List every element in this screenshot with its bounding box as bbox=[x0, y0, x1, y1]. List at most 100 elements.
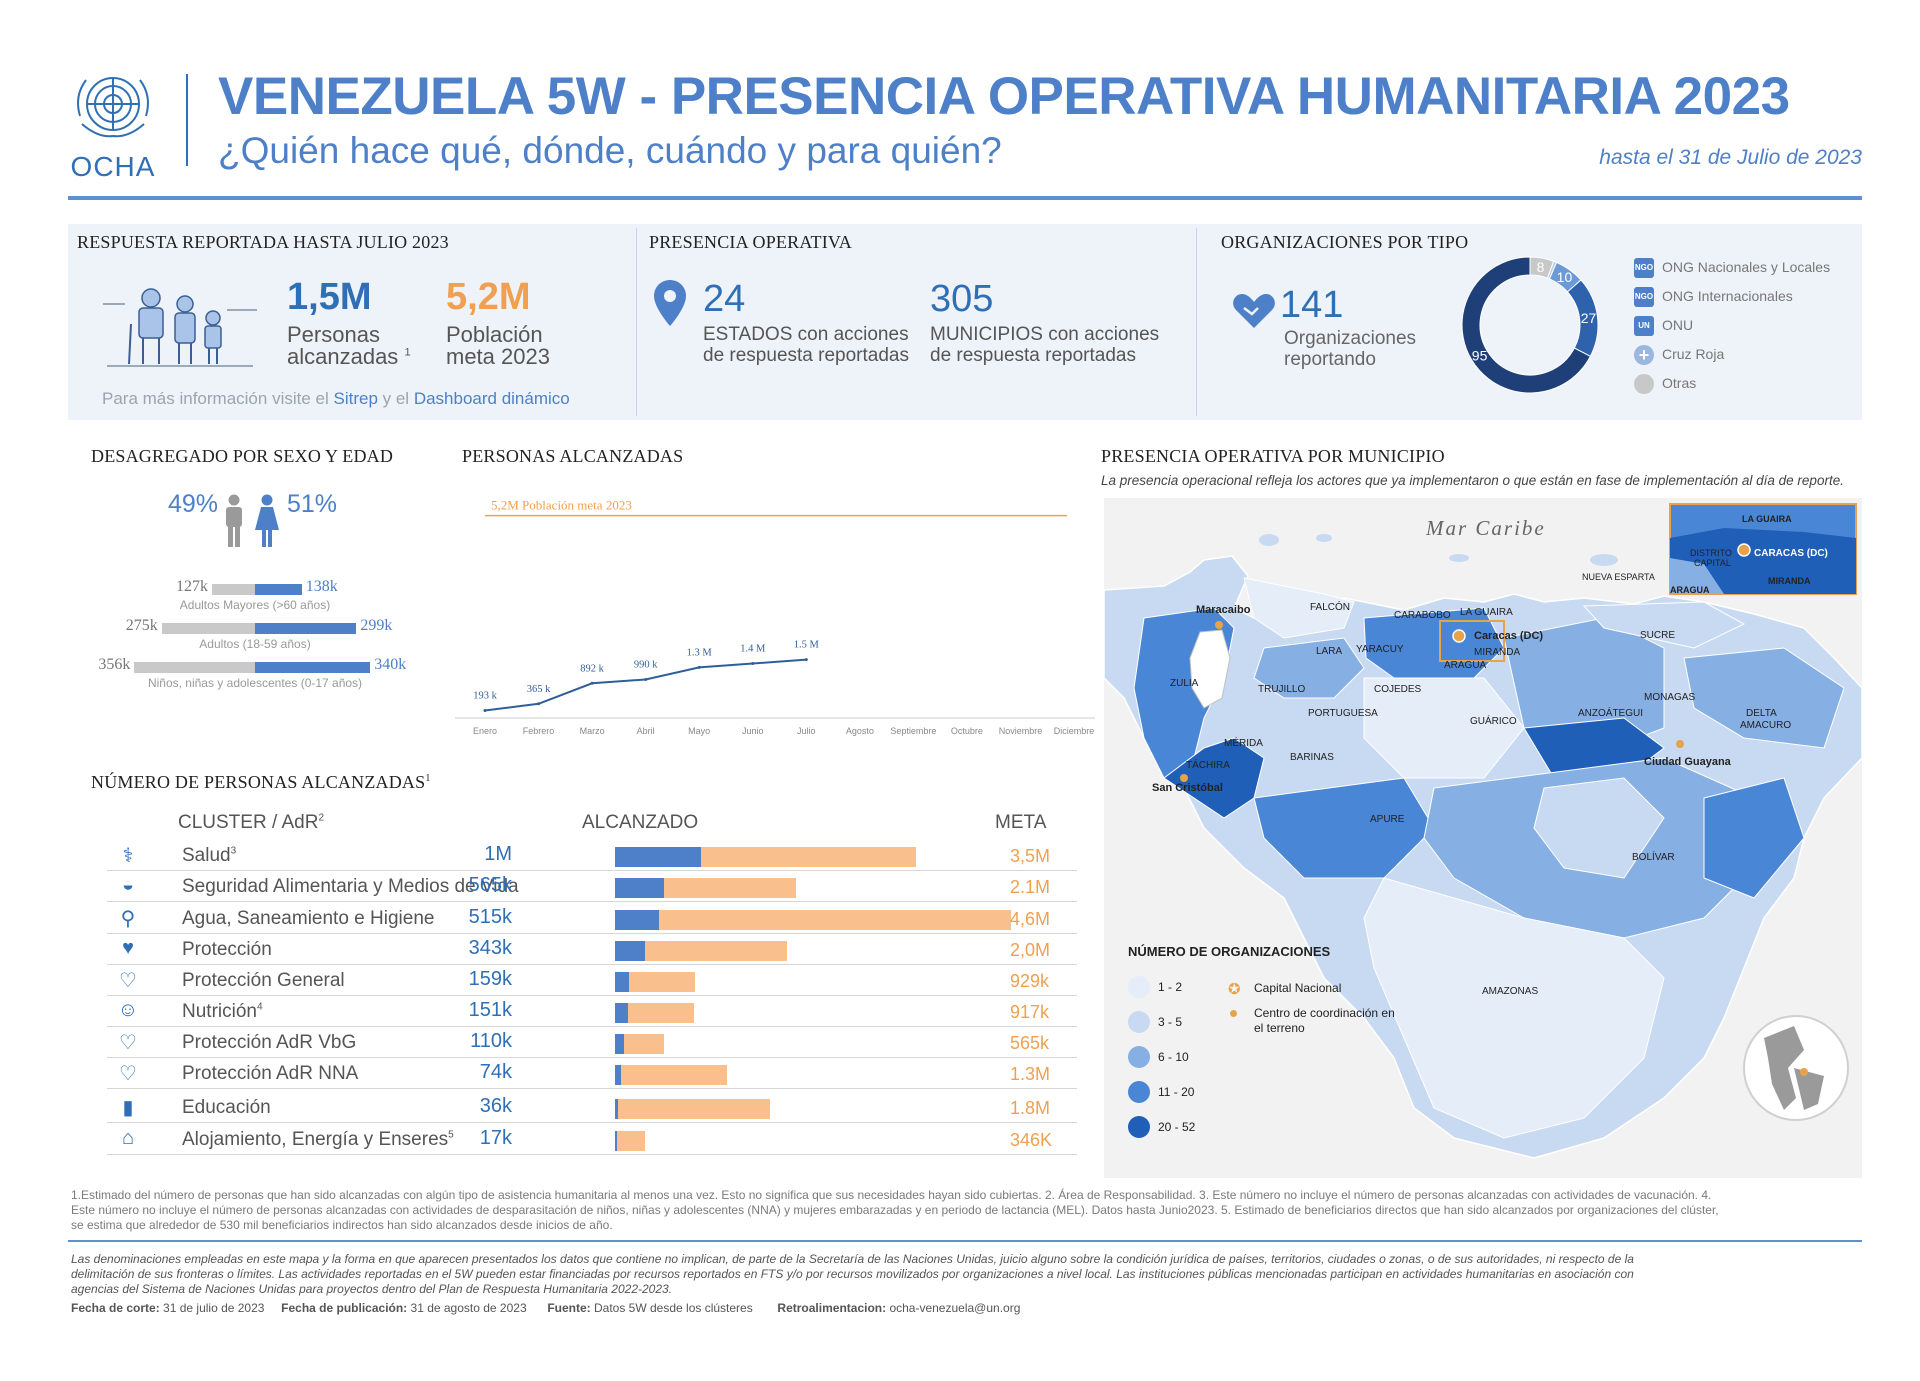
reached-bar bbox=[615, 941, 645, 961]
org-total-label-1: Organizaciones bbox=[1284, 328, 1417, 349]
map-subtitle: La presencia operacional refleja los act… bbox=[1101, 473, 1844, 488]
map-label-anzoategui: ANZOÁTEGUI bbox=[1578, 708, 1644, 719]
reached-value: 1,5M bbox=[287, 276, 372, 318]
reached-bar bbox=[615, 1034, 625, 1054]
clusters-title: NÚMERO DE PERSONAS ALCANZADAS1 bbox=[91, 772, 431, 792]
legend-center-label-2: el terreno bbox=[1254, 1021, 1305, 1035]
remaining-bar bbox=[628, 972, 695, 992]
cluster-name: Alojamiento, Energía y Enseres5 bbox=[182, 1129, 454, 1150]
map-label-maracaibo: Maracaibo bbox=[1196, 604, 1251, 616]
health-icon: ⚕ bbox=[122, 845, 134, 867]
org-total-label-2: reportando bbox=[1284, 349, 1376, 370]
ngo-icon: NGO bbox=[1634, 258, 1654, 278]
data-label: 1.5 M bbox=[794, 640, 820, 651]
data-label: 990 k bbox=[634, 659, 658, 670]
cluster-meta: 346K bbox=[1010, 1130, 1053, 1150]
footnote-line-3: se estima que alrededor de 530 mil benef… bbox=[71, 1218, 613, 1232]
cluster-meta: 4,6M bbox=[1010, 909, 1051, 929]
map-pin-icon bbox=[654, 280, 686, 326]
remaining-bar bbox=[644, 941, 788, 961]
sexo-edad-title: DESAGREGADO POR SEXO Y EDAD bbox=[91, 446, 394, 466]
header-divider bbox=[186, 74, 188, 166]
sea-label: Mar Caribe bbox=[1426, 516, 1546, 540]
map-label-san-cristobal: San Cristóbal bbox=[1152, 782, 1223, 794]
data-point bbox=[537, 702, 541, 706]
protection-general-icon: ♡ bbox=[119, 970, 137, 992]
map-legend-label: 11 - 20 bbox=[1158, 1085, 1195, 1099]
cluster-reached: 343k bbox=[468, 937, 512, 959]
male-pct: 49% bbox=[168, 490, 219, 518]
ngo-icon: NGO bbox=[1634, 287, 1654, 307]
un-emblem-icon bbox=[77, 77, 149, 138]
map-label-trujillo: TRUJILLO bbox=[1258, 684, 1306, 695]
cluster-row: ⌂ Alojamiento, Energía y Enseres5 17k 346K bbox=[107, 1124, 1077, 1155]
map-label-sucre: SUCRE bbox=[1640, 630, 1676, 641]
cluster-reached: 74k bbox=[479, 1061, 512, 1083]
dashboard-link[interactable]: Dashboard dinámico bbox=[413, 389, 570, 408]
handshake-icon bbox=[1232, 290, 1276, 330]
map-label-caracas-inset: CARACAS (DC) bbox=[1754, 548, 1828, 559]
map-label-barinas: BARINAS bbox=[1290, 752, 1334, 763]
presencia-title: PRESENCIA OPERATIVA bbox=[649, 232, 853, 252]
cluster-reached: 17k bbox=[479, 1127, 512, 1149]
cluster-reached: 110k bbox=[470, 1030, 512, 1052]
target-label-2: meta 2023 bbox=[446, 344, 550, 369]
feedback-email[interactable]: ocha-venezuela@un.org bbox=[886, 1301, 1021, 1315]
x-tick-label: Enero bbox=[473, 726, 497, 736]
cluster-name: Protección General bbox=[182, 970, 345, 991]
map-label-ciudad-guayana: Ciudad Guayana bbox=[1644, 756, 1731, 768]
male-value: 127k bbox=[175, 578, 208, 595]
water-tap-icon: ⚲ bbox=[120, 908, 136, 930]
remaining-bar bbox=[621, 1065, 727, 1085]
cluster-note: 5 bbox=[448, 1129, 454, 1141]
map-label-delta: DELTA bbox=[1746, 708, 1777, 719]
panel-divider-1 bbox=[636, 228, 637, 416]
map-label-miranda-inset: MIRANDA bbox=[1768, 576, 1811, 586]
data-label: 193 k bbox=[473, 690, 497, 701]
map-label-aragua-inset: ARAGUA bbox=[1670, 585, 1710, 595]
female-bar bbox=[255, 584, 302, 595]
respuesta-title: RESPUESTA REPORTADA HASTA JULIO 2023 bbox=[77, 232, 449, 252]
sitrep-link[interactable]: Sitrep bbox=[333, 389, 378, 408]
cluster-name: Educación bbox=[182, 1097, 271, 1118]
donut-slice bbox=[1461, 256, 1592, 394]
red-cross-icon: + bbox=[1634, 345, 1654, 365]
donut-slice-label: 8 bbox=[1537, 259, 1545, 275]
map-label-tachira: TÁCHIRA bbox=[1186, 760, 1230, 771]
header-rule bbox=[68, 196, 1862, 200]
report-date: hasta el 31 de Julio de 2023 bbox=[1599, 146, 1862, 169]
cluster-reached: 565k bbox=[468, 874, 512, 896]
reached-bar bbox=[615, 847, 702, 867]
map-label-guarico: GUÁRICO bbox=[1470, 716, 1517, 727]
cluster-meta: 2.1M bbox=[1010, 877, 1051, 897]
map-label-la-guaira-inset: LA GUAIRA bbox=[1742, 514, 1792, 524]
org-legend-label: Cruz Roja bbox=[1662, 346, 1725, 362]
cluster-meta: 1.8M bbox=[1010, 1098, 1051, 1118]
ocha-wordmark: OCHA bbox=[70, 151, 156, 182]
reached-bar bbox=[615, 1065, 622, 1085]
cluster-meta: 3,5M bbox=[1010, 846, 1051, 866]
gbv-icon: ♡ bbox=[119, 1032, 137, 1054]
x-tick-label: Febrero bbox=[523, 726, 555, 736]
legend-capital-label: Capital Nacional bbox=[1254, 981, 1342, 995]
cluster-name: Protección AdR VbG bbox=[182, 1032, 357, 1053]
cluster-reached: 1M bbox=[484, 843, 512, 865]
child-protection-icon: ♡ bbox=[119, 1063, 137, 1085]
reached-bar bbox=[615, 1003, 628, 1023]
map-legend-label: 3 - 5 bbox=[1158, 1015, 1183, 1029]
x-tick-label: Julio bbox=[797, 726, 816, 736]
target-label-1: Población bbox=[446, 322, 543, 347]
map-label-zulia: ZULIA bbox=[1170, 678, 1199, 689]
map-label-miranda: MIRANDA bbox=[1474, 647, 1521, 658]
organizaciones-title: ORGANIZACIONES POR TIPO bbox=[1221, 232, 1469, 252]
cluster-meta: 929k bbox=[1010, 971, 1050, 991]
female-icon bbox=[254, 494, 280, 548]
cluster-row: ♡ Protección AdR NNA 74k 1.3M bbox=[107, 1058, 1077, 1089]
top-panel bbox=[68, 224, 1862, 420]
coordination-dot-icon bbox=[1230, 1010, 1237, 1017]
venezuela-map bbox=[1104, 503, 1862, 1159]
cluster-row: ☺ Nutrición4 151k 917k bbox=[107, 996, 1077, 1027]
cluster-row: ▮ Educación 36k 1.8M bbox=[107, 1092, 1077, 1123]
age-group-label: Adultos Mayores (>60 años) bbox=[179, 598, 331, 612]
line-chart-title: PERSONAS ALCANZADAS bbox=[462, 446, 684, 466]
